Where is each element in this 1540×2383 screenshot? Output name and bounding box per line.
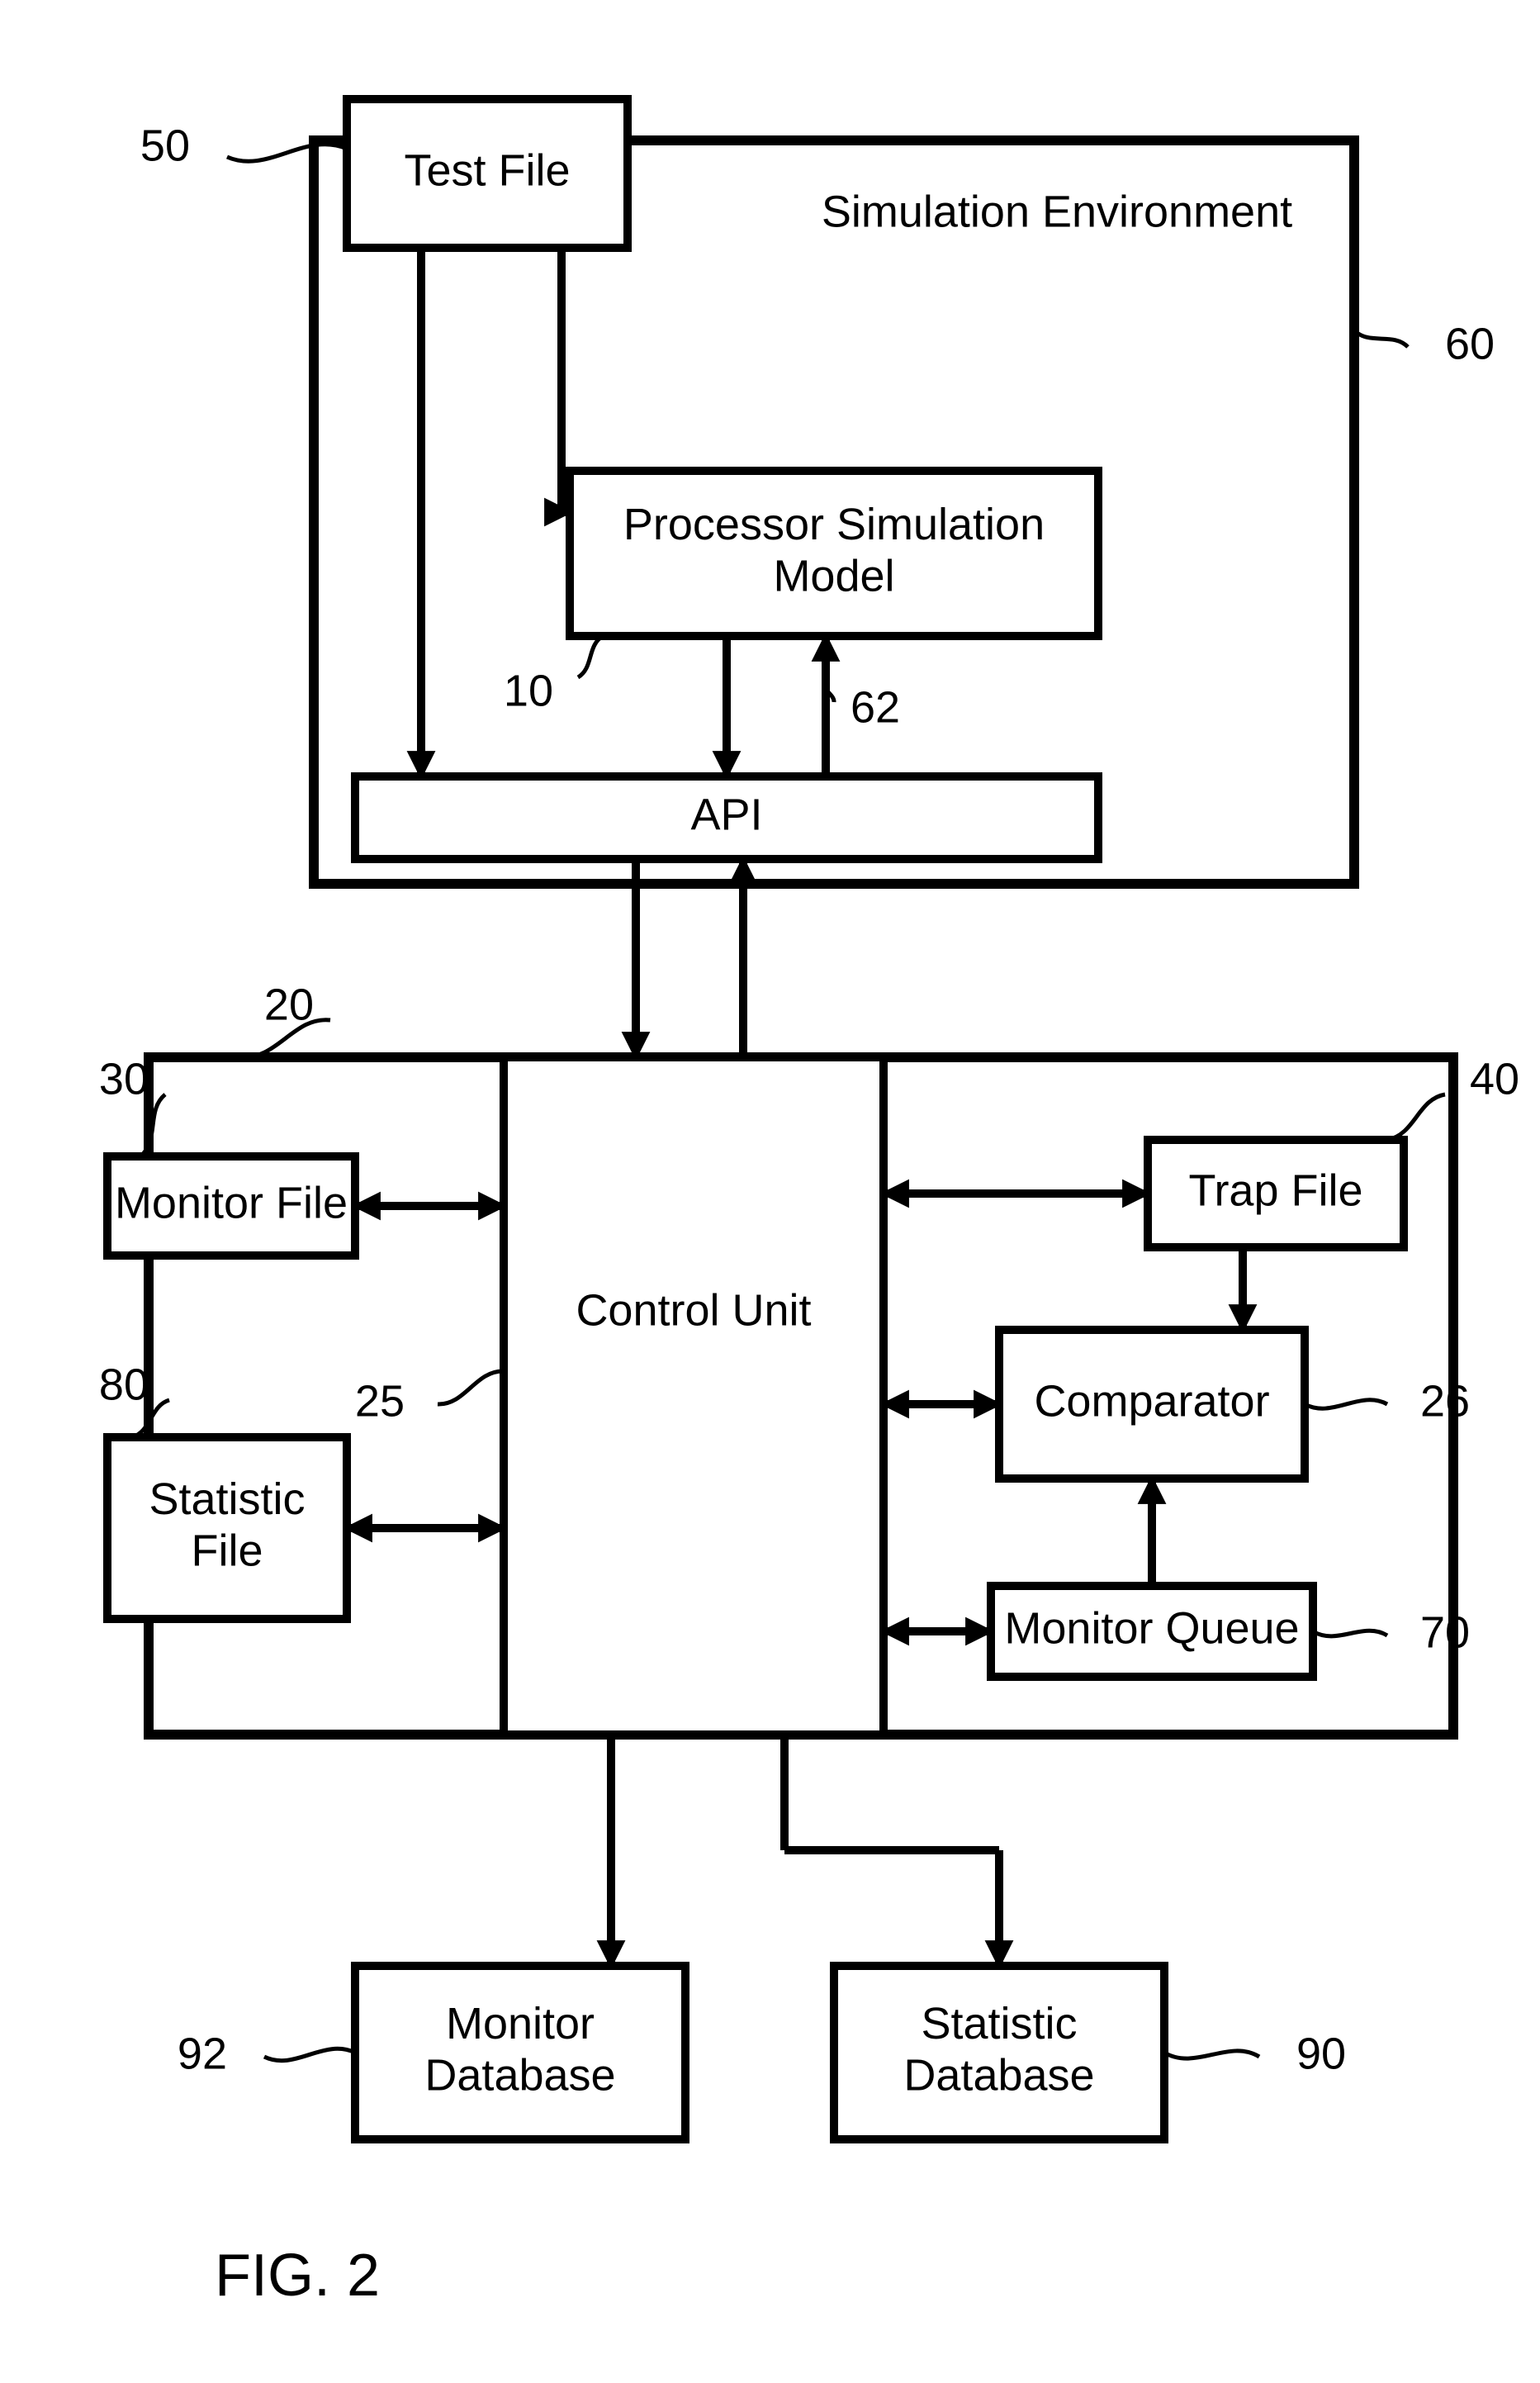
test-file-box-label: Test File (404, 145, 570, 195)
control-unit-box (504, 1057, 884, 1735)
comparator-box-label: Comparator (1034, 1376, 1269, 1426)
monitor-file-box-label: Monitor File (115, 1178, 348, 1227)
figure-caption: FIG. 2 (215, 2243, 380, 2309)
ref-92: 92 (178, 2029, 227, 2078)
statistic-file-box-label: Statistic (149, 1474, 305, 1524)
ref-50: 50 (140, 121, 190, 170)
monitor-queue-box-label: Monitor Queue (1004, 1603, 1299, 1653)
ref-70: 70 (1420, 1607, 1470, 1657)
ref-30: 30 (99, 1054, 149, 1104)
ref-40: 40 (1470, 1054, 1519, 1104)
statistic-db-box-label: Statistic (921, 1999, 1077, 2048)
ref-20: 20 (264, 980, 314, 1029)
trap-file-box-label: Trap File (1188, 1165, 1362, 1215)
control-unit-label: Control Unit (576, 1285, 811, 1335)
sim-env-label: Simulation Environment (822, 187, 1292, 236)
ref-26: 26 (1420, 1376, 1470, 1426)
api-box-label: API (690, 790, 762, 839)
ref-90: 90 (1296, 2029, 1346, 2078)
monitor-db-box-label: Database (424, 2050, 615, 2100)
processor-sim-model-box-label: Model (773, 551, 894, 600)
statistic-db-box-label: Database (903, 2050, 1094, 2100)
statistic-file-box-label: File (191, 1526, 263, 1575)
monitor-db-box-label: Monitor (446, 1999, 595, 2048)
ref-10: 10 (504, 666, 553, 715)
ref-80: 80 (99, 1360, 149, 1409)
ref-62: 62 (851, 682, 900, 732)
ref-60: 60 (1445, 319, 1495, 368)
processor-sim-model-box-label: Processor Simulation (623, 500, 1045, 549)
ref-25: 25 (355, 1376, 405, 1426)
